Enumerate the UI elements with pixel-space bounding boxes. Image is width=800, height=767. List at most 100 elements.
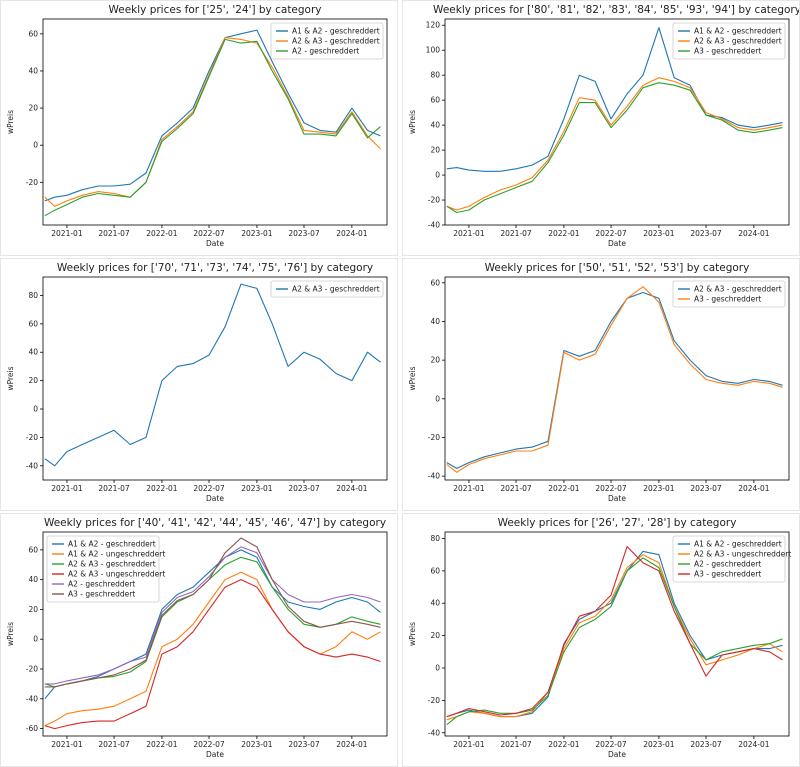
x-axis-label: Date bbox=[206, 750, 224, 759]
legend-label: A2 & A3 - ungeschreddert bbox=[694, 550, 791, 559]
y-tick-label: 40 bbox=[28, 575, 38, 584]
legend-label: A1 & A2 - geschreddert bbox=[694, 27, 782, 36]
y-tick-label: 60 bbox=[28, 319, 38, 328]
chart-title: Weekly prices for ['70', '71', '73', '74… bbox=[57, 262, 373, 274]
x-tick-label: 2022-01 bbox=[548, 229, 580, 238]
x-axis-label: Date bbox=[206, 494, 224, 503]
y-tick-label: 60 bbox=[28, 29, 38, 38]
chart-panel-5: Weekly prices for ['40', '41', '42', '44… bbox=[0, 513, 398, 767]
legend-label: A1 & A2 - geschreddert bbox=[292, 27, 380, 36]
legend-label: A2 & A3 - geschreddert bbox=[694, 285, 782, 294]
chart-svg: Weekly prices for ['40', '41', '42', '44… bbox=[6, 517, 388, 759]
legend-label: A3 - geschreddert bbox=[694, 295, 761, 304]
y-tick-label: -40 bbox=[428, 221, 440, 230]
y-axis-label: wPreis bbox=[408, 366, 417, 390]
y-tick-label: 80 bbox=[430, 71, 440, 80]
legend-label: A2 - geschreddert bbox=[292, 47, 359, 56]
chart-panel-2: Weekly prices for ['80', '81', '82', '83… bbox=[402, 0, 800, 256]
y-tick-label: 0 bbox=[435, 664, 440, 673]
x-tick-label: 2024-01 bbox=[738, 484, 770, 493]
series-line-3 bbox=[44, 38, 381, 217]
y-tick-label: 60 bbox=[430, 96, 440, 105]
y-tick-label: 0 bbox=[435, 171, 440, 180]
series-line-1 bbox=[44, 29, 381, 202]
x-tick-label: 2021-07 bbox=[500, 229, 532, 238]
legend-label: A1 & A2 - ungeschreddert bbox=[68, 550, 165, 559]
series-line-2 bbox=[446, 286, 783, 473]
x-tick-label: 2021-07 bbox=[98, 740, 130, 749]
y-tick-label: 20 bbox=[430, 631, 440, 640]
series-line-2 bbox=[44, 571, 381, 727]
plot-frame bbox=[444, 531, 790, 737]
x-tick-label: 2022-07 bbox=[595, 229, 627, 238]
chart-svg: Weekly prices for ['80', '81', '82', '83… bbox=[408, 4, 799, 248]
series-line-5 bbox=[44, 546, 381, 685]
x-tick-label: 2024-01 bbox=[336, 229, 368, 238]
x-tick-label: 2022-07 bbox=[193, 229, 225, 238]
legend-label: A1 & A2 - geschreddert bbox=[68, 540, 156, 549]
series-line-1 bbox=[446, 27, 783, 172]
y-tick-label: 60 bbox=[430, 566, 440, 575]
legend bbox=[270, 22, 384, 60]
chart-panel-3: Weekly prices for ['70', '71', '73', '74… bbox=[0, 258, 398, 511]
chart-title: Weekly prices for ['25', '24'] by catego… bbox=[108, 4, 321, 16]
x-tick-label: 2023-07 bbox=[288, 484, 320, 493]
y-tick-label: -40 bbox=[428, 728, 440, 737]
y-axis-label: wPreis bbox=[6, 110, 15, 134]
y-tick-label: 120 bbox=[426, 21, 441, 30]
y-axis-label: wPreis bbox=[408, 622, 417, 646]
series-line-2 bbox=[446, 77, 783, 211]
legend-label: A3 - geschreddert bbox=[694, 47, 761, 56]
chart-svg: Weekly prices for ['50', '51', '52', '53… bbox=[408, 262, 790, 503]
y-tick-label: 40 bbox=[430, 121, 440, 130]
series-line-1 bbox=[44, 549, 381, 700]
legend-label: A2 & A3 - geschreddert bbox=[694, 37, 782, 46]
legend-label: A2 & A3 - geschreddert bbox=[292, 285, 380, 294]
plot-frame bbox=[42, 531, 388, 737]
legend-label: A2 - geschreddert bbox=[694, 560, 761, 569]
x-tick-label: 2021-01 bbox=[51, 484, 83, 493]
x-tick-label: 2022-01 bbox=[146, 484, 178, 493]
x-tick-label: 2024-01 bbox=[336, 484, 368, 493]
chart-svg: Weekly prices for ['25', '24'] by catego… bbox=[6, 4, 388, 248]
x-tick-label: 2021-01 bbox=[51, 740, 83, 749]
x-tick-label: 2022-01 bbox=[548, 740, 580, 749]
x-tick-label: 2023-01 bbox=[241, 740, 273, 749]
x-axis-label: Date bbox=[608, 750, 626, 759]
legend-label: A1 & A2 - geschreddert bbox=[694, 540, 782, 549]
y-tick-label: 20 bbox=[28, 104, 38, 113]
y-axis-label: wPreis bbox=[408, 110, 417, 134]
y-tick-label: 80 bbox=[430, 534, 440, 543]
x-tick-label: 2022-07 bbox=[193, 740, 225, 749]
y-tick-label: 40 bbox=[430, 317, 440, 326]
x-tick-label: 2023-01 bbox=[643, 484, 675, 493]
x-tick-label: 2021-01 bbox=[51, 229, 83, 238]
y-tick-label: 80 bbox=[28, 291, 38, 300]
legend-label: A2 - geschreddert bbox=[68, 580, 135, 589]
legend-label: A3 - geschreddert bbox=[68, 590, 135, 599]
y-tick-label: -40 bbox=[26, 461, 38, 470]
x-tick-label: 2021-07 bbox=[500, 484, 532, 493]
series-line-3 bbox=[446, 82, 783, 214]
y-tick-label: 40 bbox=[28, 348, 38, 357]
x-tick-label: 2022-07 bbox=[595, 740, 627, 749]
y-tick-label: 20 bbox=[28, 376, 38, 385]
x-tick-label: 2023-01 bbox=[643, 229, 675, 238]
series-line-1 bbox=[446, 291, 783, 469]
x-axis-label: Date bbox=[608, 239, 626, 248]
y-tick-label: -60 bbox=[26, 724, 38, 733]
y-axis-label: wPreis bbox=[6, 622, 15, 646]
y-tick-label: -20 bbox=[26, 664, 38, 673]
y-tick-label: 40 bbox=[28, 66, 38, 75]
series-line-4 bbox=[446, 546, 783, 718]
x-tick-label: 2021-01 bbox=[453, 740, 485, 749]
legend-label: A2 & A3 - ungeschreddert bbox=[68, 570, 165, 579]
chart-svg: Weekly prices for ['70', '71', '73', '74… bbox=[6, 262, 388, 503]
y-tick-label: 0 bbox=[33, 141, 38, 150]
y-tick-label: 0 bbox=[33, 405, 38, 414]
x-tick-label: 2021-01 bbox=[453, 229, 485, 238]
x-tick-label: 2022-01 bbox=[146, 740, 178, 749]
x-axis-label: Date bbox=[206, 239, 224, 248]
series-line-3 bbox=[446, 557, 783, 726]
